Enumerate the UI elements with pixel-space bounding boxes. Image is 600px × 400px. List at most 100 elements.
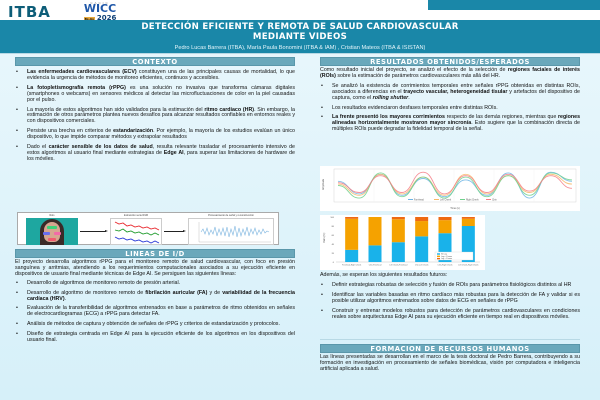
pipeline-label-rois: Rois	[49, 214, 55, 217]
lineas-intro: El proyecto desarrolla algoritmos rPPG p…	[15, 259, 295, 277]
processed-signal-graph	[198, 222, 271, 243]
resultados-bullets: Se analizó la existencia de corrimientos…	[320, 82, 581, 133]
lineas-bullet: Diseño de estrategia centrada en Edge AI…	[15, 331, 295, 344]
title-line-1: DETECCIÓN EFICIENTE Y REMOTA DE SALUD CA…	[141, 22, 459, 32]
bullet-text: constituyen una de las principales causa…	[27, 69, 295, 81]
lineas-bullets: Desarrollo de algoritmos de monitoreo re…	[15, 280, 295, 344]
bar-segment	[391, 219, 405, 243]
future-intro: Además, se esperan los siguientes result…	[320, 272, 448, 278]
bar-chart-yticks: 0 20 40 60 80 100	[330, 217, 334, 264]
bullet-text: Evaluación de la transferibilidad de alg…	[27, 305, 295, 318]
bar-segment	[415, 221, 429, 237]
pipeline-label-rgb: Extracción serie RGB	[124, 214, 148, 217]
contexto-bullet: Las enfermedades cardiovasculares (ECV) …	[15, 69, 295, 82]
roi-lag-bar-chart: Pairs (%) 0 20 40 60 80 100 Forehead-Right Ch…	[320, 215, 485, 270]
future-bullet: Definir estrategias robustas de selecció…	[320, 282, 580, 289]
bar-segment	[415, 217, 429, 222]
x-tick-label: Chin-Left Cheek	[415, 264, 429, 267]
contexto-bullet: Dado el carácter sensible de los datos d…	[15, 144, 296, 163]
resultados-bullet: Se analizó la existencia de corrimientos…	[320, 82, 580, 102]
bar-segment	[391, 242, 405, 262]
section-divider	[320, 339, 580, 340]
bar-segment	[345, 217, 359, 219]
bold-text: Las enfermedades cardiovasculares (ECV)	[27, 69, 137, 75]
bullet-text: es una solución no invasiva que transfor…	[27, 84, 295, 103]
bold-text: trayecto vascular, heterogeneidad tisula…	[403, 88, 508, 95]
rppg-pipeline-figure: Rois Extracción serie RGB Procesamiento …	[17, 212, 279, 245]
signal-processing-plot	[188, 218, 274, 245]
legend-label: Lag ≤ 1 frame	[441, 255, 452, 258]
wicc-logo-top: CACIC	[90, 1, 110, 5]
bar-segment	[461, 217, 475, 219]
bar-segment	[345, 249, 359, 262]
roi-left-cheek	[43, 232, 50, 235]
x-tick-label: Left Cheek-Right Cheek	[458, 264, 478, 267]
authors-line: Pedro Lucas Barrera (ITBA), María Paula …	[174, 45, 426, 51]
contexto-bullet: La fotopletismografía remota (rPPG) es u…	[15, 84, 295, 104]
bold-text: La fotopletismografía remota (rPPG)	[27, 84, 126, 91]
bullet-text: Desarrollo de algoritmo de monitoreo rem…	[27, 289, 146, 296]
legend-label: Left Cheek	[440, 199, 452, 202]
intro-text: Como resultado inicial del proyecto, se …	[320, 67, 508, 73]
bold-italic-text: rolling shutter	[372, 94, 409, 101]
line-series	[337, 171, 573, 195]
resultados-intro: Como resultado inicial del proyecto, se …	[320, 67, 580, 80]
bullet-text: .	[64, 295, 67, 302]
bullet-text: , resulta relevante trasladar el procesa…	[27, 144, 296, 156]
resultados-bullet: Los resultados evidenciaron desfases tem…	[320, 104, 580, 112]
wicc-year-text: 2026	[96, 14, 117, 22]
x-tick-label: Forehead-Right Cheek	[342, 264, 361, 267]
bold-text: carácter sensible de los datos de salud	[48, 144, 153, 151]
bold-text: fibrilación auricular (FA)	[145, 289, 208, 296]
intro-text: sobre la estimación de parámetros cardio…	[335, 72, 501, 79]
right-column-future: Además, se esperan los siguientes result…	[320, 272, 580, 321]
bullet-text: y de	[207, 289, 223, 296]
bullet-text: Análisis de métodos de captura y obtenci…	[27, 321, 280, 328]
bar-chart-bars	[345, 217, 475, 262]
bold-text: Edge AI	[163, 149, 184, 156]
rgb-series-plot	[110, 218, 162, 245]
resultados-heading: RESULTADOS OBTENIDOS/ESPERADOS	[320, 57, 580, 66]
line-chart-legend: Forehead Left Cheek Right Cheek Chin	[408, 199, 497, 202]
line-chart-ylabel: Amplitude	[322, 178, 325, 190]
left-column: CONTEXTO Las enfermedades cardiovascular…	[15, 57, 295, 163]
lineas-bullet: Desarrollo de algoritmos de monitoreo re…	[15, 280, 295, 287]
roi-chin	[48, 238, 56, 241]
bullet-text: respecto de las demás regiones, mientras…	[445, 114, 558, 121]
legend-label: Forehead	[414, 199, 425, 202]
bold-text: ritmo cardíaco (HR)	[204, 106, 255, 113]
svg-text:0: 0	[333, 262, 335, 264]
bullet-text: .	[408, 94, 410, 101]
pipeline-label-processing: Procesamiento de señal y reconstrucción	[208, 214, 254, 217]
itba-logo: ITBA	[8, 3, 51, 21]
wicc-logo: CACIC WICC Bs.As 2026	[72, 1, 128, 23]
bar-segment	[368, 245, 382, 262]
bullet-text: Los resultados evidenciaron desfases tem…	[332, 104, 498, 111]
bullet-text: Se analizó la existencia de corrimientos…	[332, 82, 580, 95]
bar-segment	[345, 218, 359, 250]
bar-chart-ylabel: Pairs (%)	[323, 233, 326, 243]
bullet-text: , para superar las limitaciones de hardw…	[27, 149, 295, 162]
bullet-text: . Sin embargo, la estimación de otros pa…	[27, 106, 296, 125]
arrow-icon	[80, 230, 108, 232]
bold-text: regiones faciales de interés (ROIs)	[320, 67, 580, 79]
contexto-bullet: La mayoría de estos algoritmos han sido …	[15, 106, 296, 126]
contexto-bullet: Persiste una brecha en criterios de esta…	[15, 128, 295, 141]
formacion-text: Las líneas presentadas se desarrollan en…	[320, 354, 580, 372]
legend-label: Chin	[492, 200, 497, 202]
bar-segment	[438, 220, 452, 234]
line-series	[337, 172, 573, 199]
line-chart-svg: Amplitude Forehead Left Cheek Right Cheek C…	[322, 168, 577, 210]
header-divider	[0, 53, 600, 54]
svg-text:100: 100	[330, 217, 334, 219]
right-column-formacion: FORMACION DE RECURSOS HUMANOS Las líneas…	[320, 344, 580, 373]
bullet-text: La mayoría de estos algoritmos han sido …	[27, 106, 205, 113]
lineas-bullet: Análisis de métodos de captura y obtenci…	[15, 321, 295, 328]
wicc-logo-city: Bs.As	[83, 17, 95, 21]
svg-text:80: 80	[332, 226, 335, 228]
line-chart-series	[337, 171, 573, 199]
bold-text: regiones alineadas horizontalmente mostr…	[332, 114, 581, 127]
left-column-lineas: LINEAS DE I/D El proyecto desarrolla alg…	[15, 249, 295, 344]
future-bullet: Construir y entrenar modelos robustos pa…	[320, 308, 580, 321]
